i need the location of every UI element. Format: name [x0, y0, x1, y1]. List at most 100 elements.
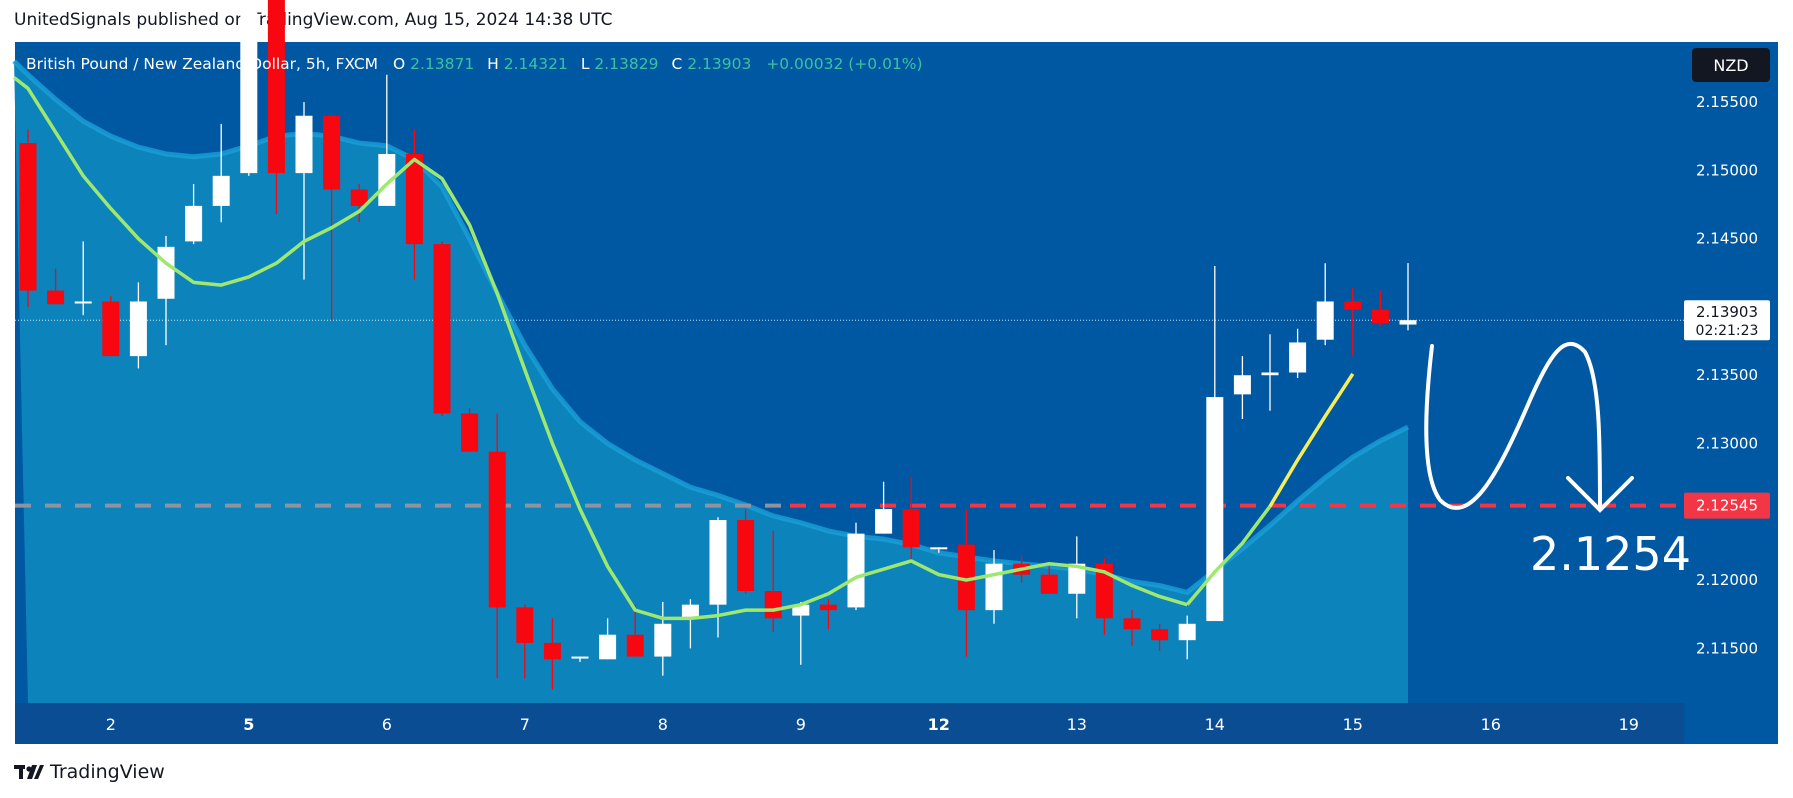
last-price-countdown: 02:21:23	[1696, 323, 1759, 339]
candle-body	[19, 143, 37, 291]
candle-body	[985, 563, 1003, 611]
candle-body	[378, 153, 396, 206]
candle	[212, 123, 230, 223]
area-line	[12, 59, 1410, 596]
y-tick-label: 2.13500	[1696, 366, 1758, 384]
candle	[461, 408, 479, 452]
y-axis-background	[1684, 42, 1778, 744]
footer-brand-text: TradingView	[50, 761, 165, 783]
candle-body	[1206, 397, 1224, 622]
candle-body	[1151, 629, 1169, 641]
candle	[875, 481, 893, 534]
candle-body	[819, 604, 837, 611]
candle-body	[1123, 618, 1141, 630]
candle-body	[902, 509, 920, 548]
y-tick-label: 2.15500	[1696, 93, 1758, 111]
x-tick-label: 15	[1343, 715, 1363, 734]
candle	[129, 282, 147, 369]
candle-body	[764, 591, 782, 619]
projection-arrowhead	[1566, 476, 1634, 513]
level-price-label: 2.12545	[1684, 492, 1770, 519]
x-tick-label: 2	[106, 715, 116, 734]
candle-body	[433, 244, 451, 414]
y-tick-label: 2.14500	[1696, 230, 1758, 248]
candle	[681, 599, 699, 649]
ma-line	[12, 76, 1188, 621]
last-price-value: 2.13903	[1696, 303, 1758, 321]
legend-change: +0.00032 (+0.01%)	[766, 55, 922, 73]
y-axis: 2.115002.120002.125002.130002.135002.140…	[1696, 93, 1758, 657]
x-tick-label: 19	[1619, 715, 1639, 734]
y-tick-label: 2.11500	[1696, 639, 1758, 657]
legend-low-label: L	[581, 55, 590, 73]
ma-layer	[12, 76, 1355, 621]
candle-body	[295, 115, 313, 174]
candle-body	[1344, 301, 1362, 310]
published-line: UnitedSignals published on TradingView.c…	[14, 10, 613, 30]
legend-open-value: 2.13871	[410, 55, 474, 73]
candle-body	[185, 205, 203, 242]
candle	[240, 0, 258, 176]
chart-legend: British Pound / New Zealand Dollar, 5h, …	[26, 55, 923, 73]
candle-body	[709, 519, 727, 605]
candle	[1151, 623, 1169, 652]
candle-body	[240, 6, 258, 174]
area-fill	[14, 61, 1408, 704]
x-tick-label: 9	[796, 715, 806, 734]
candle-body	[626, 634, 644, 657]
x-tick-label: 13	[1067, 715, 1087, 734]
candle	[709, 517, 727, 638]
legend-close-label: C	[671, 55, 682, 73]
candle	[1123, 610, 1141, 646]
candle-body	[599, 634, 617, 660]
candle-body	[571, 656, 589, 659]
candle	[571, 656, 589, 663]
footer-brand[interactable]: TradingView	[14, 761, 165, 783]
candle-body	[792, 604, 810, 616]
candle	[1316, 263, 1334, 346]
candle-body	[737, 519, 755, 592]
projection-layer	[1424, 341, 1634, 513]
candle	[1068, 536, 1086, 619]
candle-body	[267, 0, 285, 174]
candle-body	[654, 623, 672, 657]
candle	[185, 184, 203, 245]
target-annotation: 2.1254	[1530, 527, 1691, 581]
candle	[819, 599, 837, 630]
candle-body	[1178, 623, 1196, 641]
candle-body	[930, 547, 948, 550]
candle	[737, 509, 755, 594]
currency-badge-label: NZD	[1713, 56, 1748, 75]
candle-layer	[19, 0, 1417, 690]
candle	[1371, 290, 1389, 327]
candle-body	[1233, 375, 1251, 395]
currency-badge[interactable]: NZD	[1692, 48, 1770, 82]
y-tick-label: 2.12000	[1696, 571, 1758, 589]
x-tick-label: 14	[1205, 715, 1225, 734]
ma-line-recent	[1268, 372, 1355, 508]
candle-body	[323, 115, 341, 190]
candle-body	[875, 509, 893, 534]
candle	[433, 241, 451, 417]
y-tick-label: 2.13000	[1696, 435, 1758, 453]
candle-body	[957, 544, 975, 611]
last-price-label: 2.13903 02:21:23	[1684, 300, 1770, 341]
candle	[654, 601, 672, 676]
candle-body	[1289, 342, 1307, 373]
x-axis: 2 5 6 7 8 9 12 13 14 15 16 19	[106, 715, 1639, 734]
candle	[1261, 334, 1279, 411]
candle	[1399, 263, 1417, 331]
candle-body	[847, 533, 865, 608]
candle	[1178, 615, 1196, 660]
legend-symbol: British Pound / New Zealand Dollar, 5h, …	[26, 55, 378, 73]
y-tick-label: 2.15000	[1696, 161, 1758, 179]
legend-close-value: 2.13903	[687, 55, 751, 73]
candle	[847, 522, 865, 611]
tradingview-logo-icon	[14, 765, 44, 779]
level-layer	[15, 319, 1684, 508]
candle	[1344, 287, 1362, 357]
candle	[1233, 356, 1251, 419]
candle	[599, 618, 617, 660]
candle-body	[74, 301, 92, 304]
